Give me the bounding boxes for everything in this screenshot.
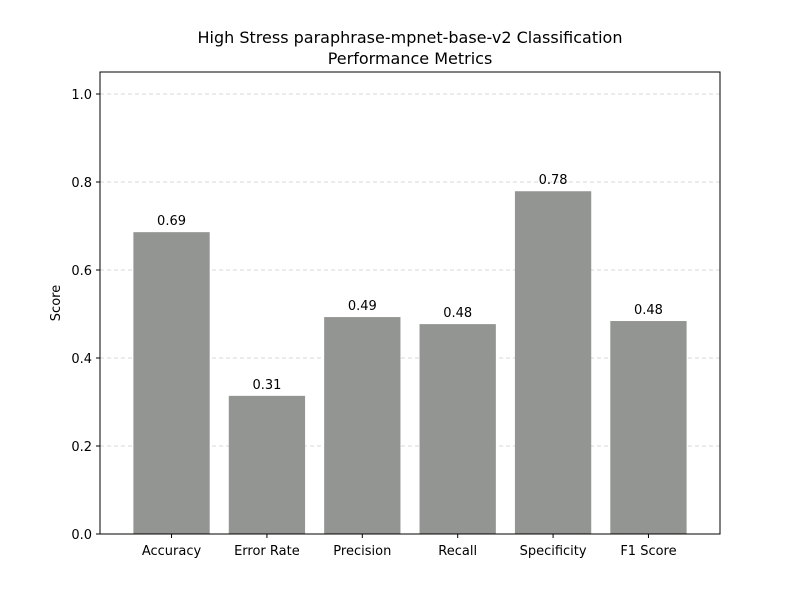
bar-precision bbox=[324, 317, 401, 534]
x-tick-label: Precision bbox=[333, 544, 391, 559]
x-axis: Accuracy Error Rate Precision Recall Specifi… bbox=[142, 534, 677, 559]
y-tick-label: 0.6 bbox=[71, 264, 92, 279]
x-tick-label: Recall bbox=[438, 544, 477, 559]
plot-frame bbox=[99, 71, 721, 535]
bar-accuracy bbox=[133, 232, 210, 534]
y-axis: 0.0 0.2 0.4 0.6 0.8 1.0 bbox=[71, 88, 100, 543]
y-tick-label: 0.4 bbox=[71, 352, 92, 367]
bar-value-label: 0.48 bbox=[634, 303, 663, 318]
y-tick-label: 1.0 bbox=[71, 88, 92, 103]
bar-specificity bbox=[514, 191, 592, 535]
bar-recall bbox=[419, 324, 496, 534]
bar-error-rate bbox=[228, 395, 306, 534]
bar-value-label: 0.78 bbox=[539, 173, 568, 188]
bar-f1-score bbox=[610, 321, 687, 534]
y-tick-label: 0.0 bbox=[71, 528, 92, 543]
bars: 0.69 0.31 0.49 0.48 0.78 0.48 bbox=[133, 173, 687, 535]
x-tick-label: Accuracy bbox=[142, 544, 202, 559]
chart-title-line-2: Performance Metrics bbox=[328, 49, 493, 68]
bar-value-label: 0.49 bbox=[348, 299, 377, 314]
y-tick-label: 0.8 bbox=[71, 176, 92, 191]
y-tick-label: 0.2 bbox=[71, 440, 92, 455]
x-tick-label: Error Rate bbox=[234, 544, 300, 559]
bar-value-label: 0.31 bbox=[252, 378, 281, 393]
x-tick-label: F1 Score bbox=[620, 544, 676, 559]
y-axis-label: Score bbox=[49, 285, 64, 321]
bar-value-label: 0.48 bbox=[443, 306, 472, 321]
x-tick-label: Specificity bbox=[520, 544, 587, 559]
chart-title-line-1: High Stress paraphrase-mpnet-base-v2 Cla… bbox=[198, 28, 623, 47]
bar-value-label: 0.69 bbox=[157, 214, 186, 229]
